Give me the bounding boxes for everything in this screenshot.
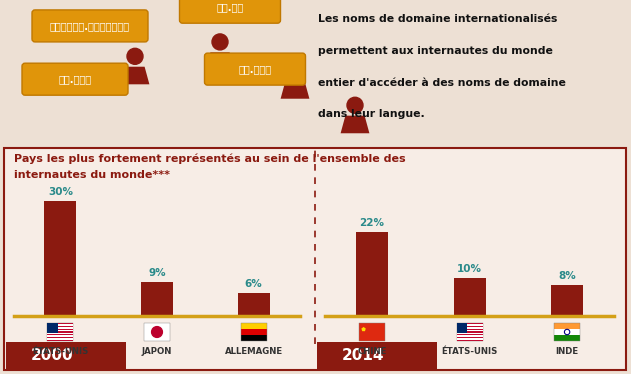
FancyBboxPatch shape [179, 0, 281, 23]
Bar [554, 335, 580, 341]
Bar [456, 324, 483, 326]
Text: 2000: 2000 [30, 349, 73, 364]
Bar [554, 323, 580, 341]
Bar [47, 335, 73, 337]
Bar [47, 334, 73, 335]
FancyBboxPatch shape [32, 10, 148, 42]
Text: 6%: 6% [245, 279, 262, 289]
FancyBboxPatch shape [22, 63, 128, 95]
Text: 실레.테스트: 실레.테스트 [59, 74, 91, 84]
Polygon shape [362, 327, 366, 331]
Circle shape [127, 48, 143, 64]
Text: 例子.测试: 例子.测试 [216, 2, 244, 12]
Bar [47, 337, 73, 338]
Bar [456, 323, 483, 341]
Bar [456, 326, 483, 327]
Bar [141, 282, 173, 316]
Text: INDE: INDE [555, 347, 579, 356]
Bar [47, 333, 73, 334]
Text: 例え.テスト: 例え.テスト [239, 64, 271, 74]
Bar [356, 232, 388, 316]
Bar [456, 337, 483, 338]
Text: 30%: 30% [48, 187, 73, 197]
Bar [47, 323, 73, 341]
FancyBboxPatch shape [317, 342, 437, 370]
Bar [456, 327, 483, 328]
Text: उदाहरण.परीक्षा: उदाहरण.परीक्षा [50, 21, 130, 31]
Bar [456, 330, 483, 331]
Text: 22%: 22% [360, 218, 384, 228]
Bar [44, 201, 76, 316]
Text: Pays les plus fortement représentés au sein de l'ensemble des: Pays les plus fortement représentés au s… [14, 154, 406, 165]
Polygon shape [121, 67, 150, 84]
Bar [456, 323, 467, 333]
Text: permettent aux internautes du monde: permettent aux internautes du monde [318, 46, 553, 56]
Bar [554, 323, 580, 329]
Bar [240, 335, 267, 341]
Bar [47, 338, 73, 340]
Polygon shape [281, 81, 309, 99]
FancyBboxPatch shape [204, 53, 305, 85]
Bar [47, 327, 73, 328]
Text: CHINE: CHINE [357, 347, 387, 356]
Bar [240, 323, 267, 329]
Bar [554, 329, 580, 335]
Circle shape [287, 63, 303, 79]
Circle shape [151, 327, 162, 337]
Circle shape [347, 97, 363, 113]
Text: ALLEMAGNE: ALLEMAGNE [225, 347, 283, 356]
Bar [456, 335, 483, 337]
Bar [47, 331, 73, 333]
Bar [47, 326, 73, 327]
Bar [144, 323, 170, 341]
Bar [240, 329, 267, 335]
Bar [47, 340, 73, 341]
Text: 9%: 9% [148, 267, 166, 278]
Bar [238, 293, 269, 316]
FancyBboxPatch shape [4, 148, 626, 370]
Text: 2014: 2014 [341, 349, 384, 364]
Bar [456, 333, 483, 334]
Text: internautes du monde***: internautes du monde*** [14, 170, 170, 180]
Bar [456, 338, 483, 340]
Polygon shape [206, 52, 234, 70]
Circle shape [212, 34, 228, 50]
Text: JAPON: JAPON [142, 347, 172, 356]
Bar [456, 334, 483, 335]
Bar [47, 328, 73, 330]
Text: ÉTATS-UNIS: ÉTATS-UNIS [441, 347, 498, 356]
Polygon shape [341, 116, 369, 133]
Bar [240, 323, 267, 341]
Text: 10%: 10% [457, 264, 482, 274]
Bar [47, 330, 73, 331]
FancyBboxPatch shape [6, 342, 126, 370]
Bar [456, 328, 483, 330]
Bar [456, 331, 483, 333]
Bar [359, 323, 385, 341]
Text: 8%: 8% [558, 271, 576, 281]
Bar [456, 323, 483, 324]
Bar [551, 285, 583, 316]
Text: dans leur langue.: dans leur langue. [318, 110, 425, 119]
Bar [47, 323, 73, 324]
Bar [47, 323, 58, 333]
Text: Les noms de domaine internationalisés: Les noms de domaine internationalisés [318, 15, 557, 24]
Text: entier d'accéder à des noms de domaine: entier d'accéder à des noms de domaine [318, 78, 566, 88]
Bar [47, 324, 73, 326]
Text: ÉTATS-UNIS: ÉTATS-UNIS [32, 347, 88, 356]
Bar [456, 340, 483, 341]
Bar [454, 278, 485, 316]
